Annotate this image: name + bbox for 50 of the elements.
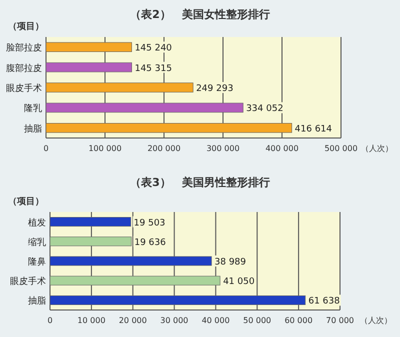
x-tick-label: 500 000 [324, 144, 358, 153]
x-axis-title: （人次） [361, 144, 393, 153]
y-axis-title: （项目） [8, 22, 44, 32]
data-label: 41 050 [223, 277, 255, 288]
x-tick-label: 10 000 [77, 316, 106, 325]
x-tick-label: 40 000 [202, 316, 230, 325]
y-tick-label: 眼皮手术 [6, 83, 42, 94]
bar [50, 256, 212, 266]
bar [46, 102, 244, 113]
bar [50, 295, 306, 305]
chart-title: （表3） 美国男性整形排行 [130, 176, 270, 189]
data-label: 249 293 [196, 84, 234, 94]
x-tick-label: 100 000 [88, 144, 122, 153]
x-tick-label: 60 000 [284, 316, 313, 325]
y-tick-label: 抽脂 [24, 123, 42, 134]
bar [50, 276, 220, 286]
bar [50, 217, 132, 227]
y-tick-label: 隆鼻 [28, 256, 46, 268]
y-tick-label: 抽脂 [28, 296, 46, 307]
bar [46, 82, 194, 92]
bar [46, 62, 132, 72]
data-label: 334 052 [246, 104, 284, 114]
x-tick-label: 30 000 [160, 316, 188, 325]
data-label: 145 315 [134, 64, 172, 74]
data-label: 416 614 [294, 124, 332, 134]
x-tick-label: 0 [47, 316, 53, 325]
x-tick-label: 400 000 [265, 144, 299, 153]
x-tick-label: 50 000 [243, 316, 272, 325]
x-tick-label: 300 000 [206, 144, 240, 153]
bar [50, 236, 132, 246]
x-tick-label: 70 000 [326, 316, 354, 325]
x-tick-label: 20 000 [118, 316, 147, 325]
y-tick-label: 缩乳 [28, 236, 46, 248]
x-tick-label: 0 [43, 144, 49, 153]
y-tick-label: 眼皮手术 [10, 276, 46, 288]
bar [46, 123, 292, 133]
y-tick-label: 腹部拉皮 [6, 62, 42, 74]
bar [46, 42, 132, 52]
data-label: 145 240 [134, 44, 172, 54]
data-label: 38 989 [214, 258, 246, 268]
y-tick-label: 脸部拉皮 [6, 42, 42, 54]
data-label: 61 638 [308, 296, 340, 307]
x-axis-title: （人次） [360, 316, 392, 325]
data-label: 19 503 [134, 218, 166, 228]
chart-title: （表2） 美国女性整形排行 [130, 8, 270, 21]
data-label: 19 636 [134, 238, 166, 248]
y-axis-title: （项目） [8, 197, 44, 207]
x-tick-label: 200 000 [147, 144, 181, 153]
y-tick-label: 隆乳 [24, 103, 42, 114]
y-tick-label: 植发 [28, 217, 46, 228]
